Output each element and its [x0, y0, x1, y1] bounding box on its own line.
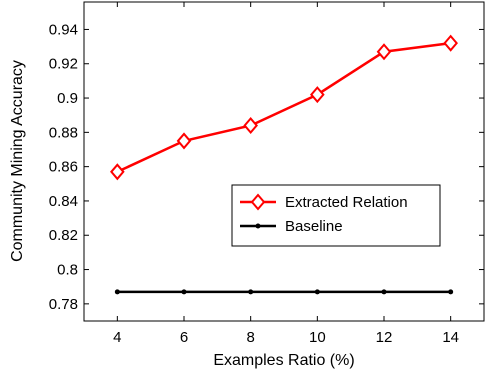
y-tick-label: 0.9	[57, 90, 78, 107]
point-extracted-relation	[310, 86, 325, 104]
y-tick-label: 0.78	[49, 296, 78, 313]
x-tick-label: 8	[246, 329, 254, 346]
x-tick-label: 6	[180, 329, 188, 346]
x-tick-label: 14	[442, 329, 459, 346]
y-axis-label: Community Mining Accuracy	[9, 60, 26, 262]
legend-label-extracted-relation: Extracted Relation	[285, 194, 408, 211]
x-tick-label: 12	[376, 329, 393, 346]
point-baseline	[248, 289, 254, 295]
y-tick-label: 0.88	[49, 124, 78, 141]
plot-area	[83, 1, 485, 322]
point-extracted-relation	[176, 132, 192, 150]
x-tick-label: 10	[309, 329, 326, 346]
y-axis: 0.78 0.8 0.82 0.84 0.86 0.88 0.9 0.92 0.94	[49, 21, 484, 313]
series-line-extracted-relation	[116, 41, 451, 173]
legend-label-baseline: Baseline	[285, 218, 343, 235]
x-axis: 4 6 8 10 12 14	[113, 2, 459, 346]
point-baseline	[314, 289, 320, 295]
y-tick-label: 0.94	[49, 21, 78, 38]
y-tick-label: 0.92	[49, 56, 78, 73]
point-baseline	[448, 289, 454, 295]
point-baseline	[114, 289, 120, 295]
point-extracted-relation	[443, 34, 458, 52]
y-tick-label: 0.84	[49, 193, 78, 210]
legend: Extracted Relation Baseline	[231, 184, 441, 247]
x-axis-label: Examples Ratio (%)	[213, 352, 354, 369]
legend-marker-baseline	[255, 223, 261, 229]
series-layer	[110, 34, 458, 295]
y-tick-label: 0.8	[57, 262, 78, 279]
point-extracted-relation	[110, 163, 125, 181]
point-extracted-relation	[243, 116, 258, 135]
point-baseline	[181, 289, 187, 295]
legend-marker-extracted-relation	[250, 193, 266, 211]
y-tick-label: 0.82	[49, 227, 78, 244]
x-tick-label: 4	[113, 329, 121, 346]
point-baseline	[381, 289, 387, 295]
point-extracted-relation	[376, 43, 392, 61]
y-tick-label: 0.86	[49, 159, 78, 176]
legend-box	[231, 184, 441, 247]
